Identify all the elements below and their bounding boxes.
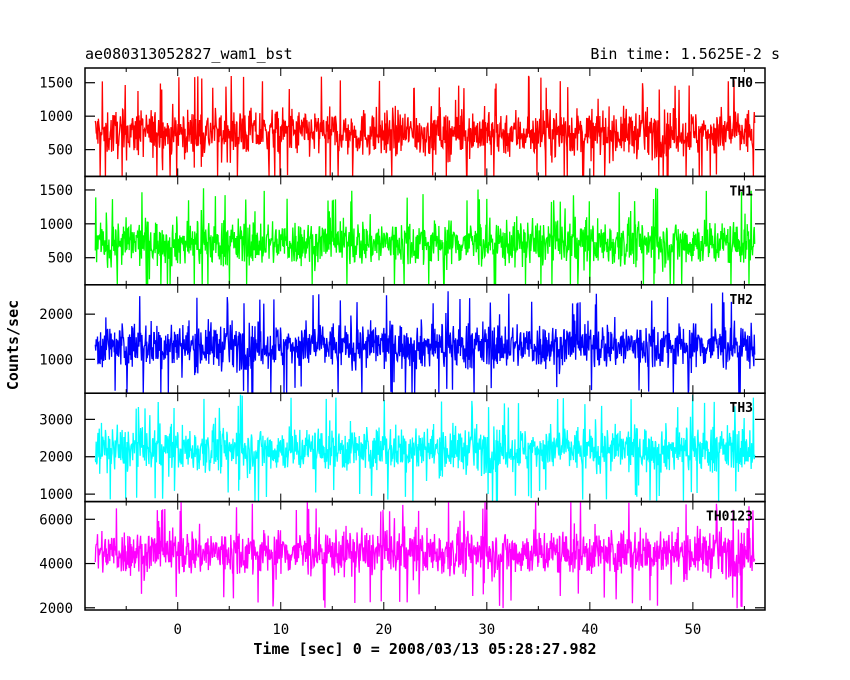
chart-title: ae080313052827_wam1_bst xyxy=(85,45,293,63)
x-tick-label: 40 xyxy=(581,622,598,638)
y-axis-label: Counts/sec xyxy=(4,300,22,390)
x-axis-label: Time [sec] 0 = 2008/03/13 05:28:27.982 xyxy=(253,640,596,658)
series-th0-line xyxy=(94,75,756,177)
series-th0123-line xyxy=(94,501,756,609)
y-tick-label: 1000 xyxy=(39,109,73,125)
y-tick-label: 1000 xyxy=(39,487,73,503)
y-tick-label: 2000 xyxy=(39,601,73,617)
y-tick-label: 6000 xyxy=(39,512,73,528)
panel-frame xyxy=(84,500,766,611)
x-axis: 0 10 20 30 40 50 xyxy=(174,622,702,638)
x-tick-label: 30 xyxy=(478,622,495,638)
y-tick-label: 1500 xyxy=(39,76,73,92)
panel-th3: 1000 2000 3000 TH3 xyxy=(39,392,766,503)
panel-th0123: 2000 4000 6000 TH0123 xyxy=(39,500,766,617)
panel-label-th0123: TH0123 xyxy=(706,510,753,525)
y-tick-label: 500 xyxy=(48,251,73,267)
y-tick-label: 1000 xyxy=(39,352,73,368)
x-tick-label: 20 xyxy=(375,622,392,638)
y-tick-label: 4000 xyxy=(39,557,73,573)
bin-time-label: Bin time: 1.5625E-2 s xyxy=(590,45,780,63)
panel-th1: 500 1000 1500 TH1 xyxy=(39,175,766,286)
panel-label-th2: TH2 xyxy=(730,293,753,308)
y-tick-label: 1000 xyxy=(39,217,73,233)
panel-label-th1: TH1 xyxy=(730,184,754,199)
y-tick-label: 2000 xyxy=(39,450,73,466)
series-th3-line xyxy=(94,394,756,502)
y-tick-label: 3000 xyxy=(39,412,73,428)
series-th2-line xyxy=(94,291,756,394)
x-tick-label: 10 xyxy=(272,622,289,638)
panel-th0: 500 1000 1500 TH0 xyxy=(39,67,766,178)
y-tick-label: 2000 xyxy=(39,307,73,323)
panel-label-th3: TH3 xyxy=(730,401,753,416)
y-tick-label: 500 xyxy=(48,143,73,159)
panel-label-th0: TH0 xyxy=(730,76,754,91)
x-tick-label: 50 xyxy=(684,622,701,638)
series-th1-line xyxy=(94,187,756,285)
y-tick-label: 1500 xyxy=(39,183,73,199)
x-tick-label: 0 xyxy=(174,622,182,638)
panel-th2: 1000 2000 TH2 xyxy=(39,284,766,394)
